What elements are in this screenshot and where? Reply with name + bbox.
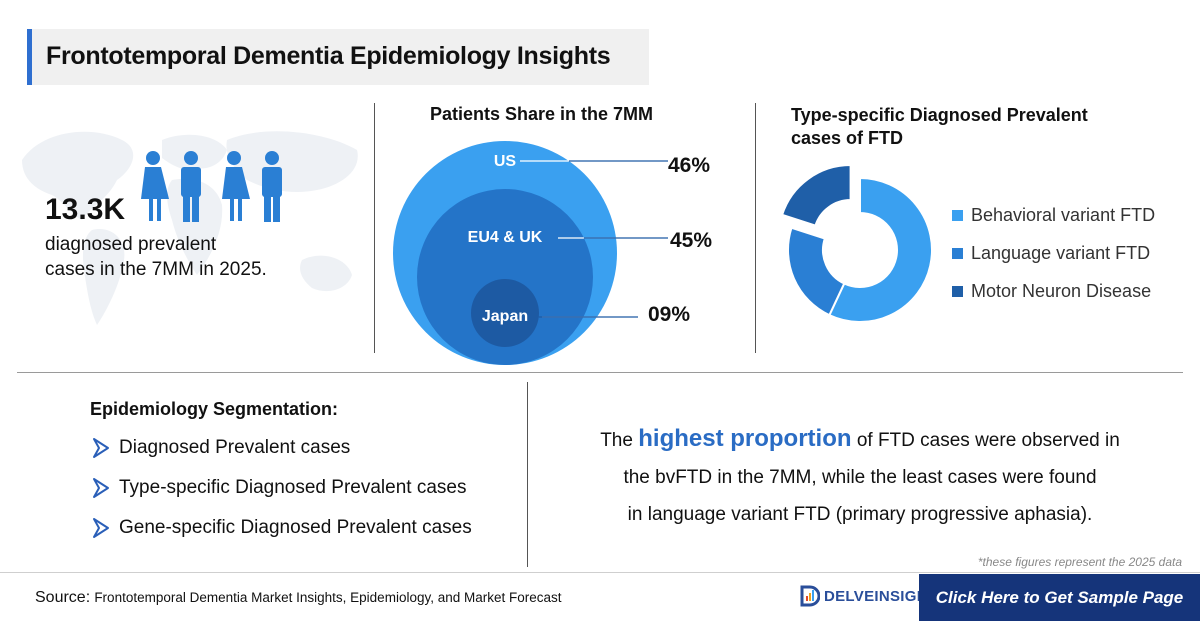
legend-label: Language variant FTD <box>971 243 1151 263</box>
divider-bottom <box>527 382 528 567</box>
pct-label-japan: 09% <box>648 303 691 326</box>
legend-swatch <box>952 286 963 297</box>
segmentation-item-label: Diagnosed Prevalent cases <box>119 437 351 458</box>
divider-top-right <box>755 103 756 353</box>
bubble-label-japan: Japan <box>482 308 528 325</box>
insight-highlight: highest proportion <box>638 425 852 452</box>
legend-label: Behavioral variant FTD <box>971 205 1156 225</box>
patients-share-chart: US EU4 & UK Japan <box>393 141 668 365</box>
list-item: Gene-specific Diagnosed Prevalent cases <box>90 516 472 540</box>
source-text: Frontotemporal Dementia Market Insights,… <box>94 590 562 605</box>
stat-label-line1: diagnosed prevalent <box>45 234 217 255</box>
insight-line2: the bvFTD in the 7MM, while the least ca… <box>623 467 1097 488</box>
legend-item-behavioral-variant: Behavioral variant FTD <box>952 205 1156 225</box>
list-item: Diagnosed Prevalent cases <box>90 436 472 460</box>
donut-slice-language-variant <box>787 226 846 317</box>
donut-legend: Behavioral variant FTD Language variant F… <box>952 205 1156 320</box>
stat-label: diagnosed prevalent cases in the 7MM in … <box>45 232 345 282</box>
delveinsight-logo[interactable]: DELVEINSIGHT <box>800 585 937 607</box>
patients-share-title: Patients Share in the 7MM <box>430 104 654 124</box>
pct-label-eu4-uk: 45% <box>670 229 713 252</box>
legend-item-motor-neuron: Motor Neuron Disease <box>952 281 1155 301</box>
people-icon <box>141 151 282 222</box>
logo-icon <box>800 585 820 607</box>
data-note: *these figures represent the 2025 data <box>977 555 1182 569</box>
type-specific-title-line2: cases of FTD <box>791 128 904 148</box>
divider-footer <box>0 572 1200 573</box>
legend-item-language-variant: Language variant FTD <box>952 243 1155 263</box>
get-sample-page-button[interactable]: Click Here to Get Sample Page <box>919 574 1200 621</box>
type-specific-title: Type-specific Diagnosed Prevalent cases … <box>791 104 1088 150</box>
logo-text: DELVEINSIGHT <box>824 587 938 605</box>
source-label: Source: <box>35 589 91 606</box>
type-specific-title-line1: Type-specific Diagnosed Prevalent <box>791 105 1088 125</box>
chevron-right-icon <box>93 518 109 538</box>
stat-value: 13.3K <box>45 193 126 226</box>
insight-text: The highest proportion of FTD cases were… <box>560 420 1160 533</box>
divider-horizontal <box>17 372 1183 373</box>
insight-suffix: of FTD cases were observed in <box>856 430 1120 451</box>
bubble-label-eu4-uk: EU4 & UK <box>468 229 543 246</box>
segmentation-item-label: Gene-specific Diagnosed Prevalent cases <box>119 517 472 538</box>
insight-line3: in language variant FTD (primary progres… <box>627 504 1093 525</box>
segmentation-item-label: Type-specific Diagnosed Prevalent cases <box>119 477 467 498</box>
legend-label: Motor Neuron Disease <box>971 281 1152 301</box>
divider-top-left <box>374 103 375 353</box>
pct-label-us: 46% <box>668 154 711 177</box>
list-item: Type-specific Diagnosed Prevalent cases <box>90 476 472 500</box>
legend-swatch <box>952 248 963 259</box>
stat-label-line2: cases in the 7MM in 2025. <box>45 259 267 280</box>
segmentation-list: Diagnosed Prevalent cases Type-specific … <box>90 436 472 556</box>
bubble-label-us: US <box>494 153 517 170</box>
chevron-right-icon <box>93 438 109 458</box>
page-title: Frontotemporal Dementia Epidemiology Ins… <box>46 42 611 70</box>
bubble-eu4-uk <box>417 189 593 365</box>
source-citation: Source: Frontotemporal Dementia Market I… <box>35 589 562 607</box>
title-banner: Frontotemporal Dementia Epidemiology Ins… <box>27 29 649 85</box>
world-map-image <box>22 131 358 325</box>
donut-slice-behavioral-variant <box>828 176 933 323</box>
chevron-right-icon <box>93 478 109 498</box>
legend-swatch <box>952 210 963 221</box>
donut-slice-motor-neuron <box>780 164 852 227</box>
bubble-japan <box>471 279 539 347</box>
insight-line1: The highest proportion of FTD cases were… <box>560 420 1160 459</box>
type-specific-donut-chart <box>780 164 933 323</box>
segmentation-title: Epidemiology Segmentation: <box>90 399 339 419</box>
insight-prefix: The <box>600 430 633 451</box>
